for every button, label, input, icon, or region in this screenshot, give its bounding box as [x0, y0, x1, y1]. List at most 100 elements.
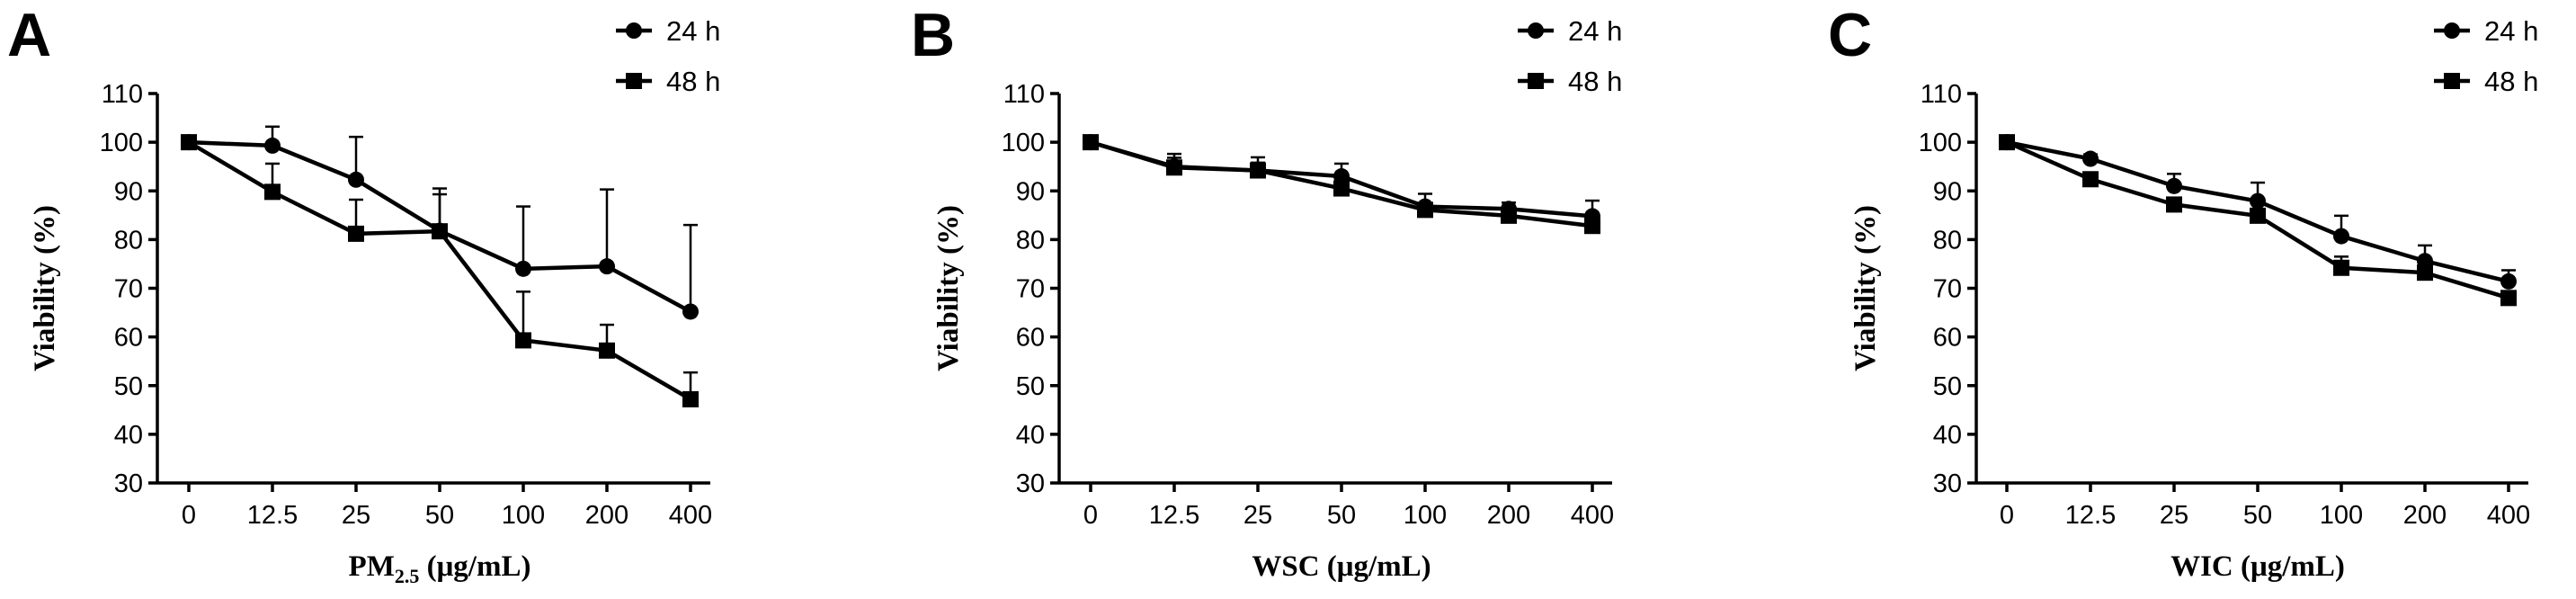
x-axis-title-main: WIC: [2170, 550, 2233, 583]
y-tick-label: 80: [1933, 226, 1962, 255]
data-point-square: [1083, 134, 1099, 151]
legend-label: 24 h: [2484, 15, 2538, 47]
data-point-circle: [2082, 150, 2099, 167]
y-tick-label: 60: [1016, 324, 1045, 353]
x-tick-label: 50: [1327, 501, 1356, 530]
y-tick-label: 100: [1919, 129, 1962, 157]
y-axis-title: Viability (%): [932, 205, 965, 371]
data-point-square: [348, 225, 364, 242]
y-tick-label: 100: [100, 129, 143, 157]
x-axis-title: PM2.5 (μg/mL): [349, 550, 531, 587]
x-tick-label: 12.5: [247, 501, 298, 530]
x-tick-label: 200: [1487, 501, 1530, 530]
x-tick-label: 50: [2243, 501, 2272, 530]
data-point-circle: [264, 137, 281, 154]
data-point-square: [2082, 171, 2099, 188]
data-point-square: [1333, 180, 1350, 197]
legend: 24 h 48 h: [2434, 15, 2538, 97]
x-axis-title-unit: (μg/mL): [2233, 550, 2345, 583]
x-tick-label: 100: [2320, 501, 2363, 530]
y-tick-label: 60: [114, 324, 143, 353]
y-tick-label: 80: [114, 226, 143, 255]
data-point-circle: [682, 303, 699, 320]
y-tick-label: 60: [1933, 324, 1962, 353]
legend-label: 24 h: [666, 15, 720, 47]
y-tick-label: 40: [114, 421, 143, 450]
data-point-square: [1417, 201, 1433, 219]
x-tick-label: 12.5: [1149, 501, 1199, 530]
legend: 24 h 48 h: [1518, 15, 1622, 97]
data-point-square: [432, 223, 448, 240]
y-tick-label: 70: [1016, 275, 1045, 304]
y-tick-label: 50: [1016, 372, 1045, 401]
legend-marker-circle: [1528, 22, 1544, 39]
data-point-circle: [348, 171, 364, 188]
data-point-square: [181, 134, 197, 151]
data-point-circle: [2500, 273, 2517, 290]
y-tick-label: 70: [1933, 275, 1962, 304]
y-axis-title: Viability (%): [29, 205, 61, 371]
data-point-square: [599, 342, 615, 359]
x-tick-label: 25: [342, 501, 370, 530]
x-tick-label: 200: [2403, 501, 2447, 530]
x-axis-title-main: WSC: [1252, 550, 1319, 583]
data-point-square: [2250, 207, 2266, 224]
data-point-square: [1999, 134, 2015, 151]
y-tick-label: 110: [102, 80, 143, 109]
y-tick-label: 80: [1016, 226, 1045, 255]
data-point-square: [2417, 264, 2433, 282]
y-tick-label: 40: [1933, 421, 1962, 450]
data-point-square: [2500, 290, 2517, 307]
data-point-square: [1250, 162, 1266, 179]
chart-panel-b: B 30 40 50 60 70 80 90 100 110 0 12.5 25 50 100 200 400 V…: [911, 1, 1622, 583]
legend-marker-circle: [2444, 22, 2460, 39]
data-point-circle: [2250, 192, 2266, 210]
x-tick-label: 400: [669, 501, 712, 530]
data-point-circle: [2166, 177, 2182, 194]
y-tick-label: 30: [1933, 469, 1962, 498]
legend-marker-circle: [626, 22, 642, 39]
legend-label: 48 h: [2484, 66, 2538, 97]
x-tick-label: 200: [585, 501, 628, 530]
y-tick-label: 90: [114, 177, 143, 206]
series-48h: [1999, 134, 2517, 307]
x-axis-title-unit: (μg/mL): [1320, 550, 1431, 583]
data-point-circle: [599, 258, 615, 275]
y-tick-label: 30: [1016, 469, 1045, 498]
y-tick-label: 50: [1933, 372, 1962, 401]
legend-label: 24 h: [1568, 15, 1622, 47]
y-tick-label: 110: [1003, 80, 1045, 109]
x-axis-title-main: PM: [349, 550, 395, 583]
x-tick-label: 100: [1404, 501, 1447, 530]
x-axis-title-subscript: 2.5: [395, 565, 420, 587]
x-tick-label: 100: [502, 501, 545, 530]
panel-letter: C: [1828, 1, 1872, 69]
series-48h: [1083, 134, 1600, 235]
y-tick-label: 100: [1002, 129, 1045, 157]
legend-marker-square: [626, 73, 642, 89]
data-point-square: [1501, 207, 1517, 224]
panel-letter: B: [911, 1, 955, 69]
x-tick-label: 25: [2160, 501, 2188, 530]
y-tick-label: 110: [1921, 80, 1962, 109]
x-tick-label: 0: [2000, 501, 2014, 530]
x-tick-label: 0: [1083, 501, 1098, 530]
series-48h: [181, 134, 699, 407]
data-point-square: [515, 332, 531, 349]
x-tick-label: 12.5: [2065, 501, 2116, 530]
chart-panel-c: C 30 40 50 60 70 80 90 100 110 0 12.5 25 50 100 200 400 V…: [1828, 1, 2538, 583]
x-tick-label: 50: [425, 501, 454, 530]
data-point-square: [2166, 196, 2182, 213]
y-tick-label: 70: [114, 275, 143, 304]
legend-marker-square: [1528, 73, 1544, 89]
x-tick-label: 400: [1571, 501, 1614, 530]
x-axis-title: WIC (μg/mL): [2170, 550, 2345, 583]
legend: 24 h 48 h: [616, 15, 720, 97]
chart-panel-a: A 30 40 50 60 70 80 90 100 110 0 12.5 25 50 100 200 400 V…: [7, 1, 720, 587]
data-point-circle: [2333, 228, 2349, 245]
x-tick-label: 25: [1243, 501, 1272, 530]
legend-label: 48 h: [666, 66, 720, 97]
data-point-square: [2333, 259, 2349, 276]
y-axis-title: Viability (%): [1850, 205, 1882, 371]
x-tick-label: 400: [2487, 501, 2530, 530]
